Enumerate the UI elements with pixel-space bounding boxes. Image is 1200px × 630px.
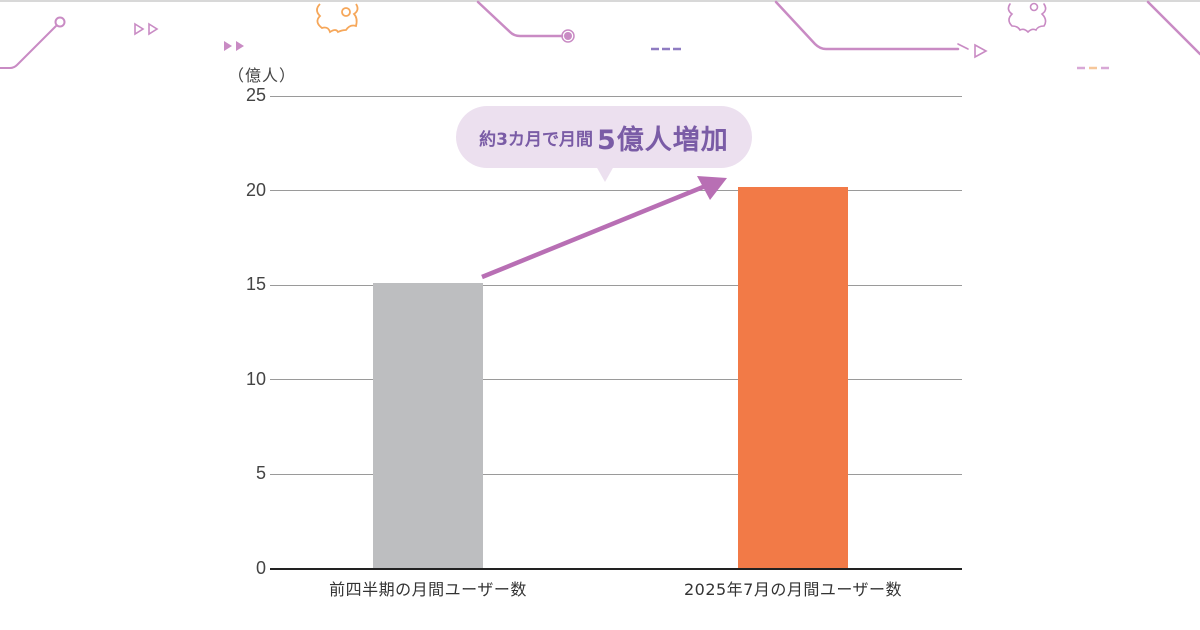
x-axis-baseline <box>270 568 962 570</box>
y-tick-20: 20 <box>245 180 266 200</box>
y-tick-0: 0 <box>255 558 266 578</box>
annotation-text-big: 5億人増加 <box>597 124 729 156</box>
top-border <box>0 0 1200 2</box>
annotation-bubble-tail <box>596 166 614 182</box>
annotation-bubble: 約3カ月で月間 5億人増加 <box>456 106 752 168</box>
bar-previous-quarter <box>373 283 483 569</box>
annotation-text-small: 約3カ月で月間 <box>479 129 594 150</box>
y-tick-10: 10 <box>245 369 266 389</box>
y-tick-15: 15 <box>245 274 266 294</box>
x-label-previous-quarter: 前四半期の月間ユーザー数 <box>329 580 527 599</box>
y-axis-unit-label: （億人） <box>228 66 297 85</box>
y-tick-5: 5 <box>255 463 266 483</box>
bar-july-2025 <box>738 186 848 569</box>
gridline-15 <box>270 285 962 286</box>
gridline-10 <box>270 379 962 380</box>
x-label-july-2025: 2025年7月の月間ユーザー数 <box>683 580 903 599</box>
gridline-5 <box>270 474 962 475</box>
y-tick-25: 25 <box>245 85 266 105</box>
gridline-20 <box>270 190 962 191</box>
gridline-25 <box>270 96 962 97</box>
